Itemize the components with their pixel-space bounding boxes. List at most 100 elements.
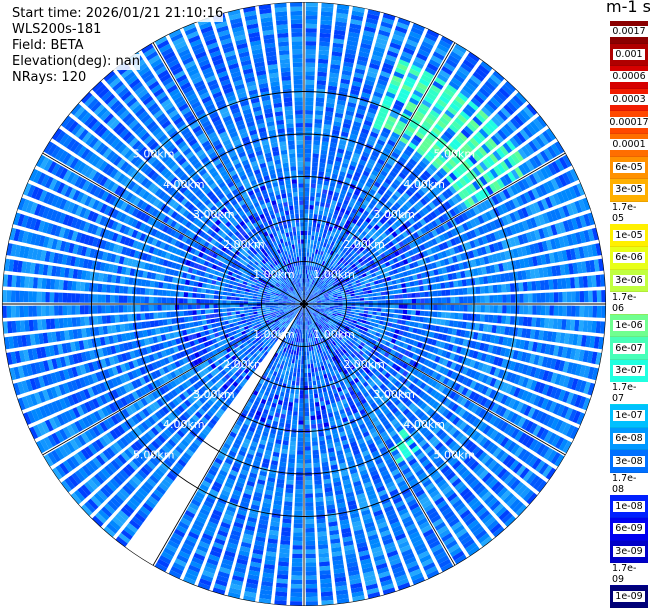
ppi-gate <box>305 571 317 576</box>
ppi-gate <box>472 166 482 177</box>
ppi-gate <box>536 305 542 315</box>
ppi-gate <box>325 300 330 302</box>
ppi-gate <box>545 239 553 251</box>
ppi-gate <box>447 256 454 265</box>
ppi-gate <box>431 283 437 290</box>
ppi-gate <box>451 345 458 353</box>
ppi-gate <box>307 364 311 369</box>
ppi-gate <box>403 149 412 157</box>
ppi-gate <box>285 484 294 489</box>
ppi-gate <box>438 215 446 224</box>
ppi-gate <box>304 209 309 214</box>
ppi-gate <box>371 315 377 319</box>
ppi-gate <box>380 196 388 203</box>
ppi-gate <box>279 548 290 554</box>
ppi-gate <box>304 286 306 292</box>
ppi-gate <box>388 270 394 276</box>
ppi-gate <box>376 139 386 146</box>
ppi-gate <box>332 195 338 202</box>
ppi-gate <box>500 203 509 214</box>
ppi-gate <box>475 286 481 294</box>
ppi-gate <box>554 373 562 385</box>
ppi-gate <box>288 358 292 363</box>
ppi-gate <box>518 316 524 326</box>
ppi-gate <box>285 357 290 363</box>
ppi-gate <box>298 420 304 425</box>
ppi-gate <box>554 359 561 371</box>
ppi-gate <box>367 293 373 297</box>
ppi-gate <box>350 293 355 297</box>
ppi-gate <box>500 347 507 357</box>
ppi-gate <box>492 180 502 191</box>
ppi-gate <box>333 295 338 298</box>
ppi-gate <box>284 396 289 402</box>
ppi-gate <box>531 138 542 150</box>
ppi-gate <box>478 109 489 120</box>
ppi-gate <box>515 305 520 314</box>
ppi-gate <box>347 101 357 108</box>
ppi-gate <box>333 297 338 300</box>
ppi-gate <box>305 71 315 76</box>
ppi-gate <box>510 305 516 314</box>
ppi-gate <box>316 88 326 94</box>
ppi-gate <box>578 349 585 362</box>
ppi-gate <box>495 274 502 283</box>
ppi-gate <box>382 62 394 70</box>
ppi-gate <box>309 394 314 399</box>
ppi-gate <box>327 282 332 287</box>
ppi-gate <box>334 304 339 306</box>
ppi-gate <box>324 309 329 312</box>
ppi-gate <box>462 287 468 295</box>
ppi-gate <box>537 355 544 367</box>
ppi-gate <box>331 218 336 224</box>
ppi-gate <box>298 411 304 417</box>
ppi-gate <box>311 266 314 271</box>
ppi-gate <box>393 29 406 38</box>
ppi-gate <box>500 325 506 335</box>
ppi-gate <box>407 299 412 304</box>
ppi-gate <box>561 319 567 330</box>
ppi-gate <box>305 140 312 145</box>
ppi-gate <box>288 454 296 459</box>
ppi-gate <box>322 290 327 294</box>
ppi-gate <box>376 308 382 312</box>
ppi-gate <box>306 287 308 292</box>
ppi-gate <box>438 167 448 177</box>
ppi-gate <box>401 283 407 288</box>
ppi-gate <box>346 294 351 297</box>
ppi-gate <box>489 74 502 85</box>
ppi-gate <box>291 562 303 567</box>
ppi-gate <box>323 180 330 186</box>
ppi-gate <box>305 110 313 115</box>
ppi-gate <box>396 21 409 30</box>
ppi-gate <box>309 389 313 395</box>
ppi-gate <box>480 201 488 211</box>
ppi-gate <box>316 307 321 310</box>
ppi-gate <box>332 291 337 295</box>
ppi-gate <box>509 212 517 223</box>
ppi-gate <box>508 326 514 336</box>
ppi-gate <box>409 281 415 287</box>
ppi-gate <box>342 302 348 304</box>
ppi-gate <box>446 84 458 94</box>
ppi-gate <box>437 297 442 304</box>
ppi-gate <box>521 145 531 158</box>
ppi-gate <box>595 274 601 287</box>
ppi-gate <box>521 162 531 174</box>
ppi-gate <box>311 367 315 373</box>
ppi-gate <box>340 166 348 173</box>
ppi-gate <box>463 305 468 312</box>
ppi-gate <box>517 327 523 338</box>
ppi-gate <box>325 298 330 301</box>
ppi-gate <box>282 514 292 520</box>
ppi-gate <box>276 578 288 584</box>
ppi-gate <box>422 120 433 129</box>
ppi-gate <box>318 210 324 216</box>
ppi-gate <box>552 193 561 206</box>
ppi-gate <box>300 377 304 382</box>
ppi-gate <box>465 104 476 114</box>
ppi-gate <box>287 467 295 472</box>
ppi-gate <box>332 293 338 296</box>
ppi-gate <box>399 184 408 192</box>
ppi-gate <box>539 150 550 163</box>
